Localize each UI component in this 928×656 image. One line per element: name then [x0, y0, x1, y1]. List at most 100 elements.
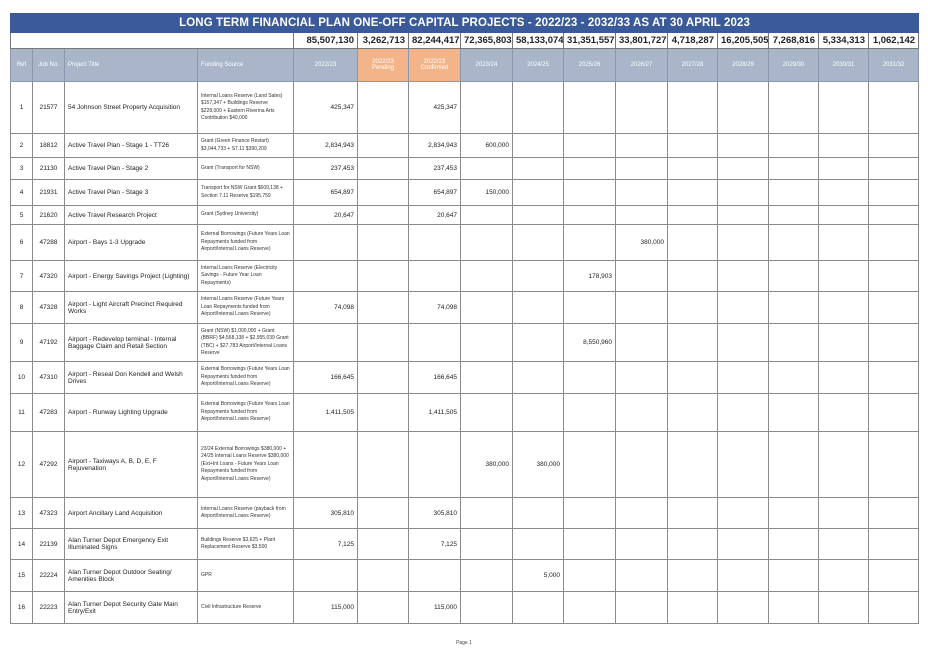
amount-cell: [615, 497, 668, 529]
amount-cell: [818, 528, 869, 560]
ref-cell: 2: [10, 133, 33, 158]
amount-cell: [818, 224, 869, 261]
table-row: 2 18812 Active Travel Plan - Stage 1 - TT2…: [10, 133, 920, 158]
project-title-cell: Airport - Taxiways A, B, D, E, F Rejuven…: [64, 431, 198, 498]
header-project-title: Project Title: [64, 48, 198, 82]
ref-cell: 8: [10, 291, 33, 324]
ref-cell: 14: [10, 528, 33, 560]
header-year: 2023/24: [460, 48, 513, 82]
amount-cell: 237,453: [408, 157, 461, 180]
amount-cell: [667, 260, 718, 292]
job-number-cell: 21931: [32, 179, 65, 206]
amount-cell: [357, 591, 409, 624]
amount-cell: [867, 260, 920, 292]
project-title-cell: Airport - Reseal Don Kendell and Welsh D…: [64, 361, 198, 394]
funding-source-cell: External Borrowings (Future Years Loan R…: [197, 224, 294, 261]
amount-cell: [867, 528, 920, 560]
amount-cell: [667, 393, 718, 432]
amount-cell: [768, 591, 819, 624]
header-ref: Ref: [10, 48, 33, 82]
funding-source-cell: Grant (NSW) $1,000,000 + Grant (BBRF) $4…: [197, 323, 294, 362]
totals-spacer: [10, 32, 294, 49]
amount-cell: [768, 133, 819, 158]
amount-cell: 2,834,943: [408, 133, 461, 158]
amount-cell: 2,834,943: [293, 133, 358, 158]
amount-cell: [615, 260, 668, 292]
table-row: 6 47288 Airport - Bays 1-3 Upgrade External…: [10, 224, 920, 261]
amount-cell: [818, 179, 869, 206]
ref-cell: 10: [10, 361, 33, 394]
amount-cell: [408, 323, 461, 362]
amount-cell: [667, 81, 718, 134]
amount-cell: 150,000: [460, 179, 513, 206]
amount-cell: [615, 291, 668, 324]
job-number-cell: 47328: [32, 291, 65, 324]
amount-cell: [512, 224, 564, 261]
ref-cell: 15: [10, 559, 33, 592]
amount-cell: 20,647: [408, 205, 461, 225]
amount-cell: 74,098: [293, 291, 358, 324]
totals-row: 85,507,130 3,262,713 82,244,417 72,365,803 5…: [10, 32, 920, 49]
amount-cell: [460, 361, 513, 394]
amount-cell: [460, 559, 513, 592]
ref-cell: 1: [10, 81, 33, 134]
total-cell: 31,351,557: [563, 32, 616, 49]
ref-cell: 9: [10, 323, 33, 362]
amount-cell: [717, 260, 769, 292]
amount-cell: [867, 133, 920, 158]
amount-cell: [667, 497, 718, 529]
table-row: 12 47292 Airport - Taxiways A, B, D, E, F …: [10, 431, 920, 498]
amount-cell: 654,897: [408, 179, 461, 206]
header-year: 2031/32: [867, 48, 920, 82]
amount-cell: 380,000: [615, 224, 668, 261]
header-year: 2029/30: [768, 48, 819, 82]
amount-cell: [460, 591, 513, 624]
amount-cell: [460, 323, 513, 362]
table-row: 1 21577 54 Johnson Street Property Acquisi…: [10, 81, 920, 134]
amount-cell: [717, 179, 769, 206]
amount-cell: 166,645: [408, 361, 461, 394]
project-title-cell: Active Travel Plan - Stage 3: [64, 179, 198, 206]
amount-cell: [768, 323, 819, 362]
funding-source-cell: Internal Loans Reserve (Land Sales) $157…: [197, 81, 294, 134]
amount-cell: [615, 205, 668, 225]
header-job-no: Job No.: [32, 48, 65, 82]
amount-cell: [408, 224, 461, 261]
ref-cell: 5: [10, 205, 33, 225]
amount-cell: [867, 179, 920, 206]
amount-cell: [293, 431, 358, 498]
amount-cell: [818, 323, 869, 362]
job-number-cell: 22139: [32, 528, 65, 560]
amount-cell: [615, 431, 668, 498]
amount-cell: [357, 179, 409, 206]
project-title-cell: Airport - Redevelop terminal - Internal …: [64, 323, 198, 362]
amount-cell: [615, 591, 668, 624]
amount-cell: [768, 528, 819, 560]
amount-cell: [357, 81, 409, 134]
table-row: 16 22223 Alan Turner Depot Security Gate M…: [10, 591, 920, 624]
amount-cell: [615, 179, 668, 206]
project-title-cell: Alan Turner Depot Security Gate Main Ent…: [64, 591, 198, 624]
amount-cell: [563, 157, 616, 180]
amount-cell: [357, 291, 409, 324]
job-number-cell: 47283: [32, 393, 65, 432]
amount-cell: [460, 260, 513, 292]
amount-cell: [357, 157, 409, 180]
project-title-cell: Airport - Light Aircraft Precinct Requir…: [64, 291, 198, 324]
amount-cell: [867, 361, 920, 394]
amount-cell: [563, 393, 616, 432]
amount-cell: [717, 431, 769, 498]
amount-cell: [357, 528, 409, 560]
column-header-row: Ref Job No. Project Title Funding Source…: [10, 48, 920, 82]
table-row: 11 47283 Airport - Runway Lighting Upgrade…: [10, 393, 920, 432]
table-row: 15 22224 Alan Turner Depot Outdoor Seating…: [10, 559, 920, 592]
amount-cell: [408, 431, 461, 498]
amount-cell: [357, 133, 409, 158]
funding-source-cell: Internal Loans Reserve (Electricity Savi…: [197, 260, 294, 292]
header-year: 2025/26: [563, 48, 616, 82]
project-title-cell: Airport - Runway Lighting Upgrade: [64, 393, 198, 432]
funding-source-cell: Grant (Sydney University): [197, 205, 294, 225]
project-title-cell: Alan Turner Depot Outdoor Seating/ Ameni…: [64, 559, 198, 592]
amount-cell: [867, 497, 920, 529]
amount-cell: [768, 291, 819, 324]
